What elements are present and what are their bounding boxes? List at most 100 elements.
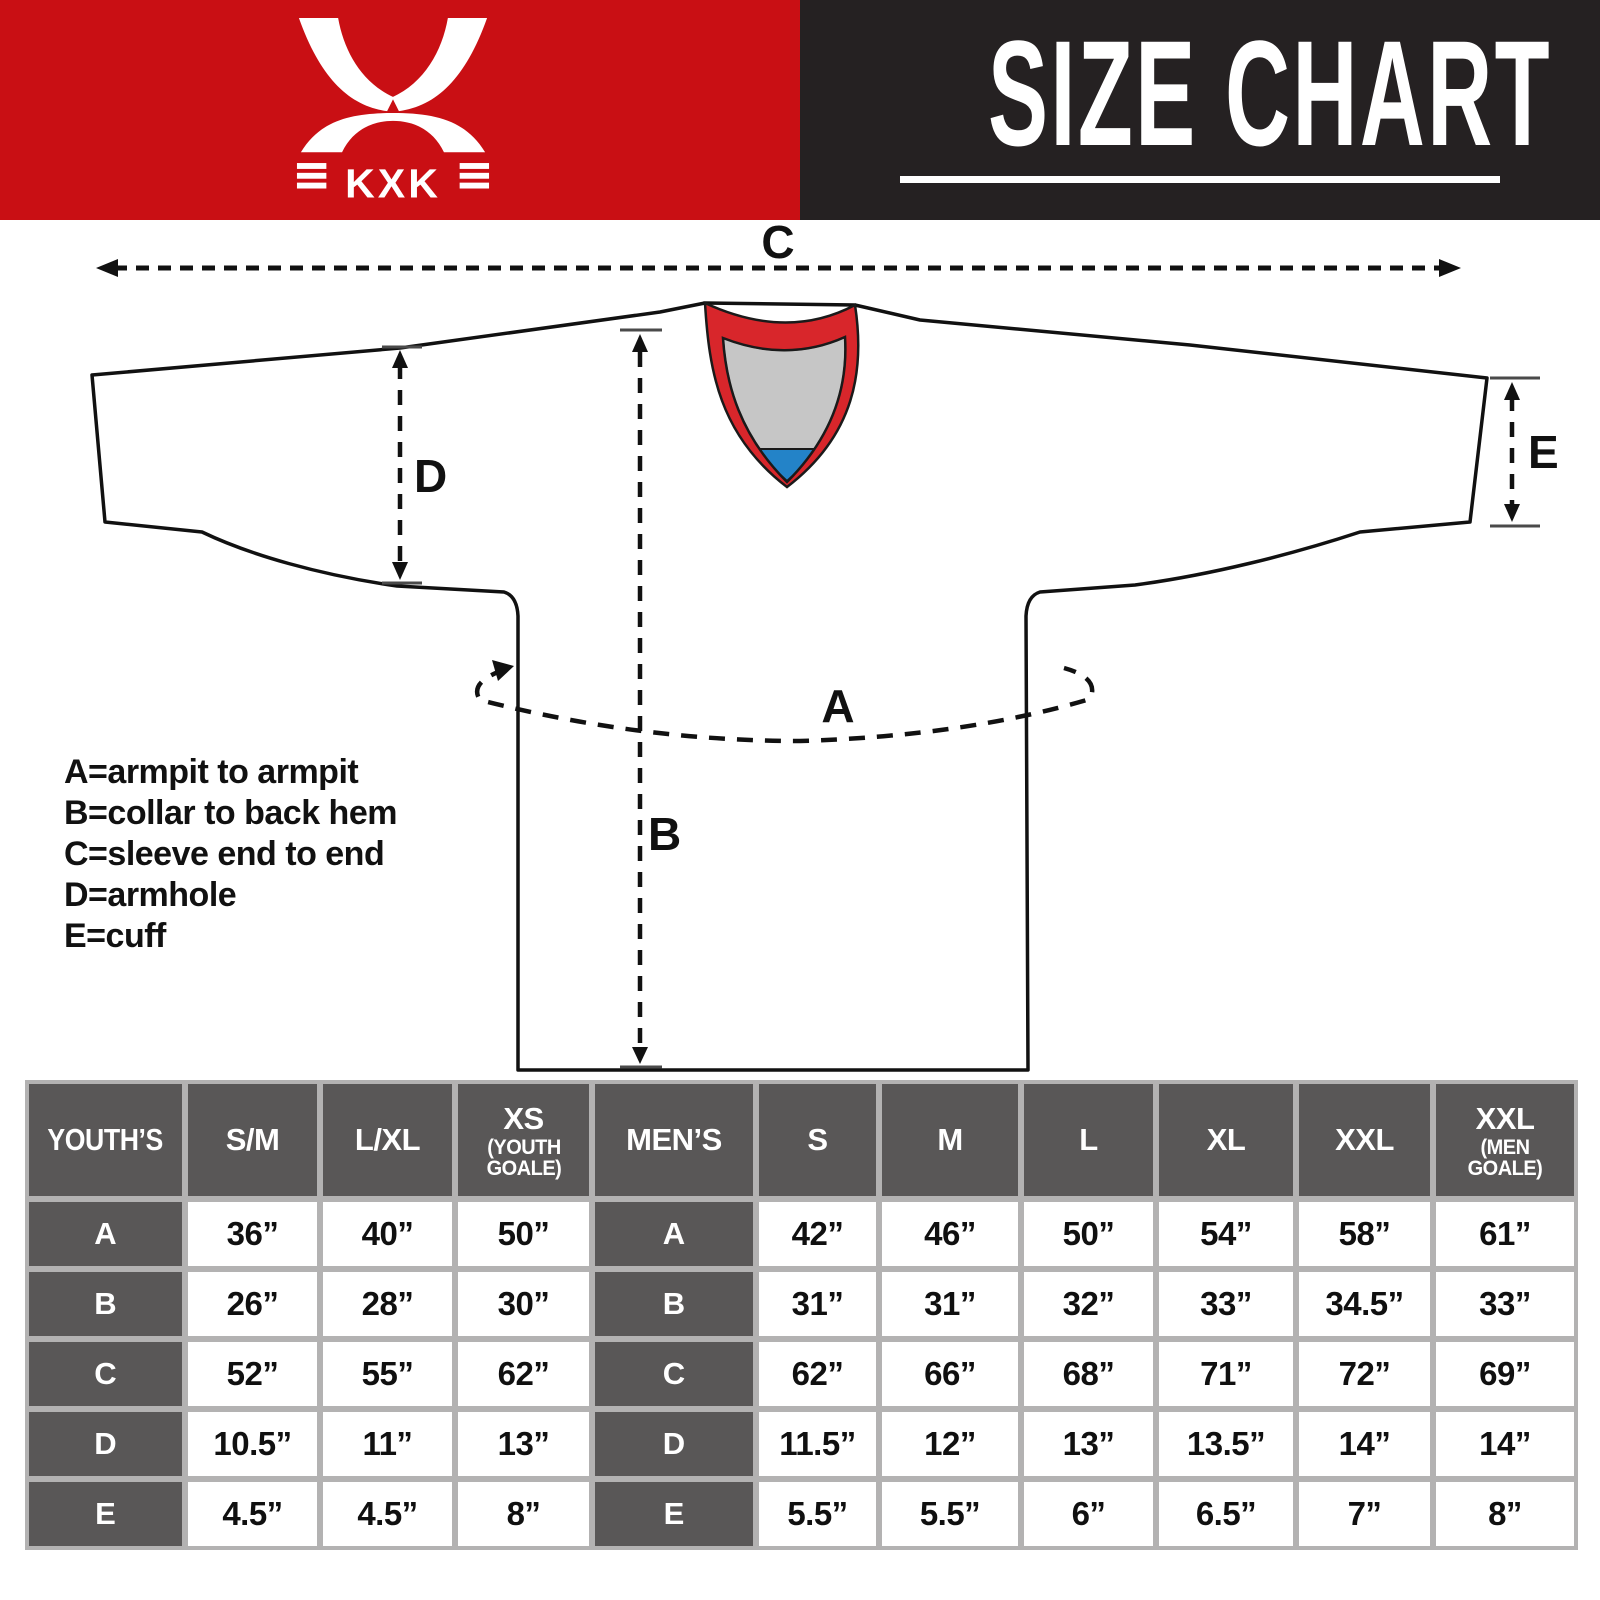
cell-men-e-s: 5.5” — [759, 1482, 876, 1546]
collar-red-band — [703, 300, 860, 489]
col-header-lxl-label: L/XL — [354, 1122, 421, 1157]
kxk-emblem — [296, 18, 490, 189]
cell-men-d-xl: 13.5” — [1159, 1412, 1293, 1476]
kxk-wordmark: KXK — [345, 160, 441, 206]
cell-men-d-l: 13” — [1024, 1412, 1153, 1476]
cell-men-a-m: 46” — [882, 1202, 1018, 1266]
col-header-xxl-goalie-sub: (MEN GOALE) — [1467, 1136, 1543, 1180]
header-bar: KXK SIZE CHART — [0, 0, 1600, 220]
dim-label-d: D — [414, 450, 447, 502]
dim-arrow-e — [1490, 376, 1540, 528]
dim-label-c: C — [761, 220, 794, 268]
cell-men-a-s: 42” — [759, 1202, 876, 1266]
col-header-l-label: L — [1079, 1122, 1098, 1157]
cell-youth-b-xs: 30” — [458, 1272, 589, 1336]
cell-men-c-l: 68” — [1024, 1342, 1153, 1406]
cell-youth-c-lxl: 55” — [323, 1342, 452, 1406]
cell-youth-d-sm: 10.5” — [188, 1412, 317, 1476]
row-label-youth-e: E — [29, 1482, 182, 1546]
cell-men-d-xxl: 14” — [1299, 1412, 1430, 1476]
cell-men-b-l: 32” — [1024, 1272, 1153, 1336]
cell-men-c-xxlg: 69” — [1436, 1342, 1574, 1406]
cell-youth-e-sm: 4.5” — [188, 1482, 317, 1546]
dim-arrow-b — [620, 328, 662, 1069]
col-header-xxl-goalie-label: XXL — [1475, 1101, 1535, 1136]
col-header-xxl-men-goalie: XXL (MEN GOALE) — [1436, 1084, 1574, 1196]
col-header-xl-label: XL — [1206, 1122, 1246, 1157]
cell-men-a-xl: 54” — [1159, 1202, 1293, 1266]
cell-men-e-xl: 6.5” — [1159, 1482, 1293, 1546]
cell-men-e-xxl: 7” — [1299, 1482, 1430, 1546]
cell-youth-c-xs: 62” — [458, 1342, 589, 1406]
cell-men-c-m: 66” — [882, 1342, 1018, 1406]
row-label-youth-c: C — [29, 1342, 182, 1406]
col-header-sm: S/M — [188, 1084, 317, 1196]
cell-men-a-xxl: 58” — [1299, 1202, 1430, 1266]
row-label-youth-d: D — [29, 1412, 182, 1476]
cell-men-b-xxl: 34.5” — [1299, 1272, 1430, 1336]
col-header-m-label: M — [937, 1122, 963, 1157]
col-header-xs-sub: (YOUTH GOALE) — [486, 1136, 561, 1180]
row-label-men-c: C — [595, 1342, 753, 1406]
cell-youth-a-sm: 36” — [188, 1202, 317, 1266]
cell-men-a-l: 50” — [1024, 1202, 1153, 1266]
col-header-xs-label: XS — [503, 1101, 544, 1136]
cell-youth-a-lxl: 40” — [323, 1202, 452, 1266]
dim-arrow-d — [382, 345, 422, 585]
dim-label-b: B — [648, 808, 681, 860]
legend-item-c: C=sleeve end to end — [64, 835, 385, 873]
legend-item-b: B=collar to back hem — [64, 794, 397, 832]
col-header-sm-label: S/M — [225, 1122, 280, 1157]
jersey-outline — [90, 301, 1489, 1072]
cell-men-e-m: 5.5” — [882, 1482, 1018, 1546]
row-label-men-e: E — [595, 1482, 753, 1546]
dim-arrow-a — [474, 660, 1095, 744]
kxk-logo: KXK — [296, 18, 490, 206]
legend-item-d: D=armhole — [64, 876, 237, 914]
cell-men-b-xl: 33” — [1159, 1272, 1293, 1336]
cell-youth-e-lxl: 4.5” — [323, 1482, 452, 1546]
col-header-mens: MEN’S — [595, 1084, 753, 1196]
cell-youth-c-sm: 52” — [188, 1342, 317, 1406]
col-header-youths-label: YOUTH’S — [47, 1122, 164, 1157]
cell-youth-b-sm: 26” — [188, 1272, 317, 1336]
col-header-youths: YOUTH’S — [29, 1084, 182, 1196]
cell-men-d-s: 11.5” — [759, 1412, 876, 1476]
legend-item-a: A=armpit to armpit — [64, 753, 359, 791]
row-label-youth-b: B — [29, 1272, 182, 1336]
col-header-s-label: S — [807, 1122, 828, 1157]
brand-panel: KXK — [0, 0, 800, 220]
cell-men-b-m: 31” — [882, 1272, 1018, 1336]
col-header-xxl-label: XXL — [1335, 1122, 1394, 1157]
col-header-xxl: XXL — [1299, 1084, 1430, 1196]
cell-men-a-xxlg: 61” — [1436, 1202, 1574, 1266]
title-underline — [900, 176, 1500, 183]
cell-men-b-s: 31” — [759, 1272, 876, 1336]
cell-youth-d-xs: 13” — [458, 1412, 589, 1476]
row-label-youth-a: A — [29, 1202, 182, 1266]
jersey-diagram: C D B E — [90, 220, 1559, 1072]
col-header-m: M — [882, 1084, 1018, 1196]
row-label-men-b: B — [595, 1272, 753, 1336]
cell-youth-d-lxl: 11” — [323, 1412, 452, 1476]
cell-men-e-l: 6” — [1024, 1482, 1153, 1546]
row-label-men-a: A — [595, 1202, 753, 1266]
cell-men-b-xxlg: 33” — [1436, 1272, 1574, 1336]
col-header-xl: XL — [1159, 1084, 1293, 1196]
cell-men-d-xxlg: 14” — [1436, 1412, 1574, 1476]
dim-label-a: A — [821, 680, 854, 732]
size-table: YOUTH’S S/M L/XL XS (YOUTH GOALE) MEN’S … — [25, 1080, 1578, 1550]
col-header-xs-youth-goalie: XS (YOUTH GOALE) — [458, 1084, 589, 1196]
cell-youth-a-xs: 50” — [458, 1202, 589, 1266]
dim-label-e: E — [1528, 426, 1559, 478]
cell-youth-e-xs: 8” — [458, 1482, 589, 1546]
title-panel: SIZE CHART — [800, 0, 1600, 220]
col-header-l: L — [1024, 1084, 1153, 1196]
measurement-legend: A=armpit to armpit B=collar to back hem … — [64, 752, 397, 957]
cell-men-d-m: 12” — [882, 1412, 1018, 1476]
col-header-s: S — [759, 1084, 876, 1196]
page-title: SIZE CHART — [800, 18, 1600, 168]
cell-men-e-xxlg: 8” — [1436, 1482, 1574, 1546]
page-title-text: SIZE CHART — [988, 9, 1552, 177]
